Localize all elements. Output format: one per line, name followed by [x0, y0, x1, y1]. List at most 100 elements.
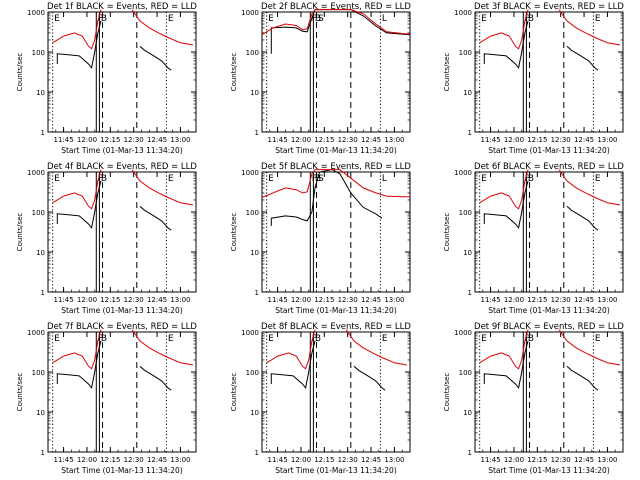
x-tick-label: 12:45: [147, 456, 167, 464]
y-tick-label: 1000: [454, 9, 472, 17]
x-tick-label: 12:00: [77, 296, 97, 304]
marker-label: E: [54, 14, 60, 24]
x-tick-label: 12:15: [314, 136, 334, 144]
x-tick-label: 13:00: [597, 136, 617, 144]
x-tick-label: 12:15: [527, 136, 547, 144]
y-axis-label: Counts/sec: [443, 373, 451, 412]
events-line: [270, 340, 316, 390]
x-axis-label: Start Time (01-Mar-13 11:34:20): [275, 306, 397, 315]
plot-frame: [47, 171, 197, 293]
events-line: [56, 180, 102, 230]
marker-label: E: [268, 334, 274, 344]
marker-label: E: [481, 334, 487, 344]
marker-label: F: [525, 14, 530, 24]
y-tick-label: 1: [41, 129, 45, 137]
plot-frame: [261, 171, 411, 293]
x-tick-label: 13:00: [170, 136, 190, 144]
y-tick-label: 1000: [454, 329, 472, 337]
x-tick-label: 12:15: [527, 456, 547, 464]
x-axis-label: Start Time (01-Mar-13 11:34:20): [61, 306, 183, 315]
events-line: [483, 340, 529, 390]
y-axis-label: Counts/sec: [230, 373, 238, 412]
chart-title: Det 6f BLACK = Events, RED = LLD: [474, 162, 624, 172]
x-tick-label: 12:00: [291, 456, 311, 464]
y-axis-label: Counts/sec: [230, 53, 238, 92]
y-tick-label: 10: [463, 89, 472, 97]
x-tick-label: 12:15: [100, 296, 120, 304]
lld-line: [52, 9, 102, 50]
x-tick-label: 11:45: [267, 136, 287, 144]
y-tick-label: 100: [32, 369, 45, 377]
x-tick-label: 12:15: [314, 296, 334, 304]
x-axis-label: Start Time (01-Mar-13 11:34:20): [61, 146, 183, 155]
y-tick-label: 1: [41, 449, 45, 457]
chart-panel: Det 9f BLACK = Events, RED = LLD 1 10 100 10…: [443, 322, 624, 475]
events-line: [566, 365, 599, 391]
marker-label: S: [318, 174, 324, 184]
marker-label: E: [54, 174, 60, 184]
marker-label: B: [528, 174, 534, 184]
events-line: [139, 205, 172, 231]
x-axis-label: Start Time (01-Mar-13 11:34:20): [61, 466, 183, 475]
y-tick-label: 1000: [27, 169, 45, 177]
y-tick-label: 10: [463, 409, 472, 417]
x-tick-label: 12:45: [147, 296, 167, 304]
plot-frame: [261, 11, 411, 133]
y-tick-label: 10: [463, 249, 472, 257]
x-tick-label: 12:30: [124, 296, 144, 304]
marker-label: F: [98, 14, 103, 24]
marker-label: E: [268, 174, 274, 184]
marker-label: E: [481, 14, 487, 24]
lld-line: [131, 329, 193, 366]
marker-label: B: [315, 334, 321, 344]
x-tick-label: 12:30: [124, 456, 144, 464]
x-tick-label: 12:45: [574, 456, 594, 464]
x-tick-label: 12:30: [551, 136, 571, 144]
x-tick-label: 11:45: [480, 136, 500, 144]
x-tick-label: 13:00: [384, 456, 404, 464]
events-line: [56, 20, 102, 70]
x-tick-label: 12:00: [504, 456, 524, 464]
chart-title: Det 8f BLACK = Events, RED = LLD: [261, 322, 411, 332]
y-tick-label: 100: [459, 369, 472, 377]
x-tick-label: 12:00: [291, 136, 311, 144]
marker-label: E: [481, 174, 487, 184]
x-tick-label: 13:00: [597, 296, 617, 304]
events-line: [353, 365, 386, 391]
x-tick-label: 12:30: [338, 296, 358, 304]
y-tick-label: 100: [246, 209, 259, 217]
y-axis-label: Counts/sec: [16, 213, 24, 252]
marker-label: F: [525, 174, 530, 184]
y-tick-label: 1000: [241, 169, 259, 177]
lld-line: [261, 9, 411, 36]
lld-line: [479, 329, 529, 370]
x-tick-label: 12:45: [574, 296, 594, 304]
marker-label: E: [168, 334, 174, 344]
y-tick-label: 1000: [241, 329, 259, 337]
events-line: [566, 205, 599, 231]
y-axis-label: Counts/sec: [16, 373, 24, 412]
chart-title: Det 5f BLACK = Events, RED = LLD: [261, 162, 411, 172]
chart-panel: Det 2f BLACK = Events, RED = LLD 1 10 100 10…: [230, 2, 411, 155]
x-tick-label: 13:00: [384, 296, 404, 304]
y-tick-label: 100: [459, 49, 472, 57]
x-tick-label: 12:45: [361, 296, 381, 304]
x-tick-label: 12:00: [504, 136, 524, 144]
y-tick-label: 1000: [454, 169, 472, 177]
x-tick-label: 11:45: [480, 456, 500, 464]
x-tick-label: 13:00: [597, 456, 617, 464]
lld-line: [52, 329, 102, 370]
marker-label: F: [312, 334, 317, 344]
x-axis-label: Start Time (01-Mar-13 11:34:20): [488, 146, 610, 155]
chart-panel: Det 3f BLACK = Events, RED = LLD 1 10 100 10…: [443, 2, 624, 155]
plot-frame: [47, 331, 197, 453]
marker-label: B: [315, 14, 321, 24]
marker-label: L: [382, 14, 387, 24]
x-tick-label: 12:00: [291, 296, 311, 304]
chart-title: Det 9f BLACK = Events, RED = LLD: [474, 322, 624, 332]
chart-title: Det 1f BLACK = Events, RED = LLD: [47, 2, 197, 12]
x-axis-label: Start Time (01-Mar-13 11:34:20): [488, 306, 610, 315]
x-tick-label: 11:45: [267, 456, 287, 464]
marker-label: E: [268, 14, 274, 24]
chart-panel: Det 7f BLACK = Events, RED = LLD 1 10 100 10…: [16, 322, 197, 475]
